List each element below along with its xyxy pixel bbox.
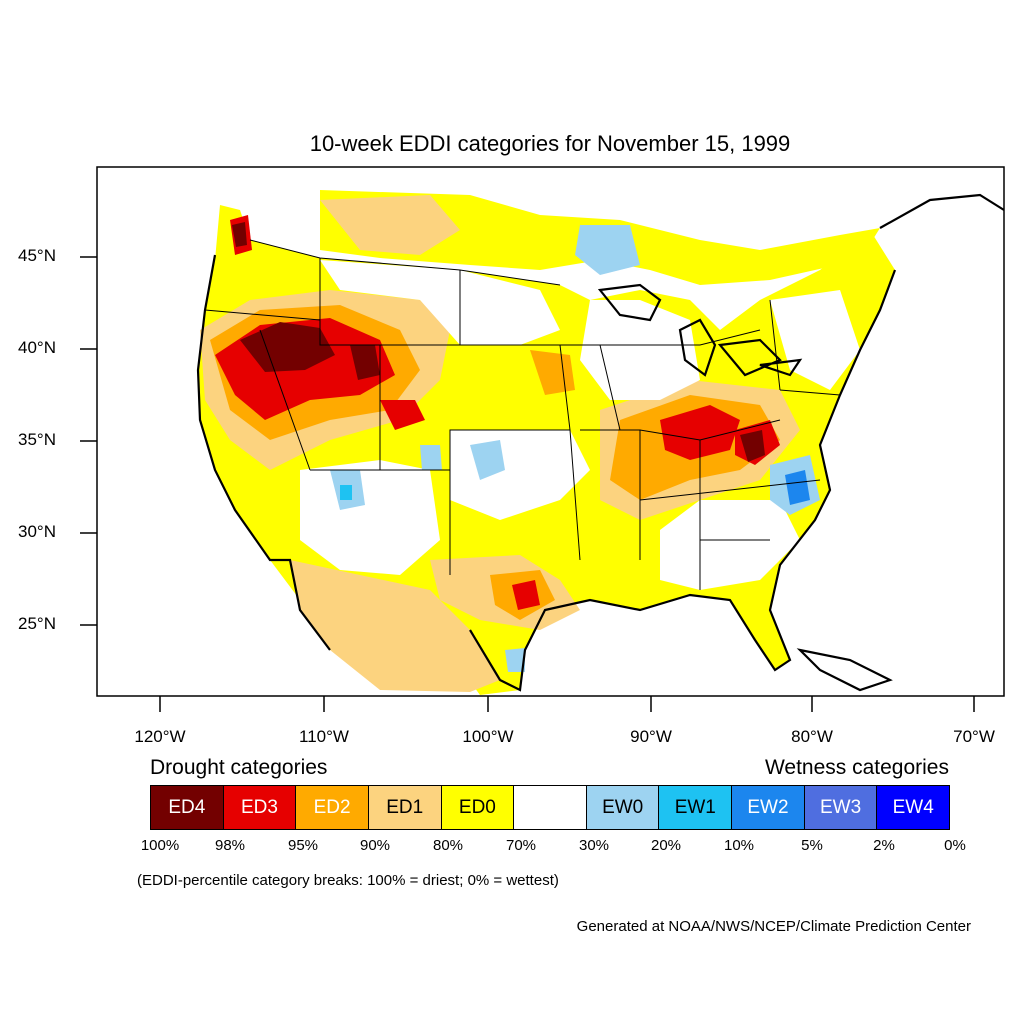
legend-tick: 30%	[578, 837, 610, 854]
lon-label-70: 70°W	[953, 727, 995, 746]
coastline-gulf	[469, 269, 897, 692]
map-title: 10-week EDDI categories for November 15,…	[309, 131, 791, 156]
legend-tick: 5%	[801, 837, 823, 854]
coastline-west	[196, 254, 331, 651]
legend-cell-ew2: EW2	[732, 786, 805, 829]
lon-label-100: 100°W	[462, 727, 514, 746]
legend-tick: 20%	[650, 837, 682, 854]
legend-cell-ed0: ED0	[441, 786, 515, 829]
lat-label-25: 25°N	[18, 614, 56, 633]
legend-tick: 95%	[287, 837, 319, 854]
legend-cell-ed4: ED4	[151, 786, 224, 829]
legend-cell-ew3: EW3	[804, 786, 878, 829]
credit-line: Generated at NOAA/NWS/NCEP/Climate Predi…	[576, 918, 971, 935]
lat-label-30: 30°N	[18, 522, 56, 541]
mexico-north	[290, 560, 500, 692]
legend-tick: 98%	[214, 837, 246, 854]
legend-tick: 90%	[359, 837, 391, 854]
lon-label-110: 110°W	[299, 727, 349, 746]
legend-tick: 100%	[140, 837, 180, 854]
category-note: (EDDI-percentile category breaks: 100% =…	[137, 872, 559, 889]
legend-cell-ew1: EW1	[659, 786, 733, 829]
lon-label-80: 80°W	[791, 727, 833, 746]
legend-tick: 70%	[505, 837, 537, 854]
legend-cell-ed3: ED3	[223, 786, 297, 829]
great-lakes	[597, 283, 803, 377]
lat-label-45: 45°N	[18, 246, 56, 265]
legend-cell-ed2: ED2	[296, 786, 369, 829]
legend-tick: 2%	[873, 837, 895, 854]
legend-tick: 80%	[432, 837, 464, 854]
legend-cell-ew4: EW4	[877, 786, 950, 829]
legend-cell-normal	[514, 786, 587, 829]
lon-label-120: 120°W	[134, 727, 186, 746]
lat-label-40: 40°N	[18, 338, 56, 357]
drought-heading: Drought categories	[150, 756, 328, 779]
legend-tick: 10%	[723, 837, 755, 854]
legend-bar: ED4 ED3 ED2 ED1 ED0 EW0 EW1 EW2 EW3 EW4	[150, 785, 950, 830]
legend-cell-ed1: ED1	[368, 786, 442, 829]
legend-tick: 0%	[944, 837, 966, 854]
canada-coast	[879, 193, 1005, 229]
map-frame	[96, 166, 1005, 697]
legend-cell-ew0: EW0	[586, 786, 660, 829]
wetness-heading: Wetness categories	[764, 756, 949, 779]
lon-label-90: 90°W	[630, 727, 672, 746]
lat-label-35: 35°N	[18, 430, 56, 449]
cuba	[796, 648, 893, 692]
